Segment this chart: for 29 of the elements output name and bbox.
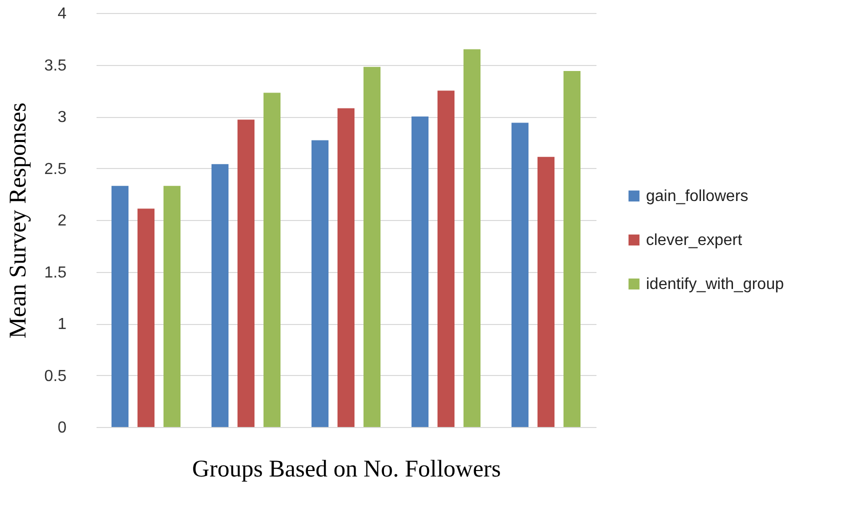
y-tick-label: 3 — [58, 109, 67, 126]
bar — [312, 140, 328, 427]
bar — [164, 186, 180, 427]
bar — [564, 70, 580, 427]
y-tick-label: 2 — [58, 212, 67, 230]
y-tick-label: 0 — [58, 420, 67, 436]
y-axis-title: Mean Survey Responses — [5, 102, 32, 338]
bar — [238, 120, 254, 427]
bar — [264, 92, 280, 427]
y-tick-label: 1.5 — [44, 264, 67, 282]
legend-label: identify_with_group — [646, 276, 784, 293]
y-tick-label: 4 — [58, 6, 67, 22]
y-tick-label: 3.5 — [44, 57, 67, 74]
bar — [138, 208, 154, 427]
legend-label: clever_expert — [646, 232, 743, 249]
bar — [538, 156, 554, 427]
bar — [438, 90, 454, 427]
bar — [212, 164, 228, 427]
bar — [464, 49, 480, 427]
legend-label: gain_followers — [646, 188, 748, 205]
bar — [412, 116, 428, 427]
y-tick-label: 0.5 — [44, 368, 67, 385]
bar — [112, 186, 128, 427]
y-tick-label: 2.5 — [44, 160, 67, 178]
y-tick-label: 1 — [58, 316, 67, 333]
bar — [338, 108, 354, 427]
bar — [364, 66, 380, 427]
x-axis-title: Groups Based on No. Followers — [192, 456, 501, 482]
bar — [512, 122, 528, 427]
